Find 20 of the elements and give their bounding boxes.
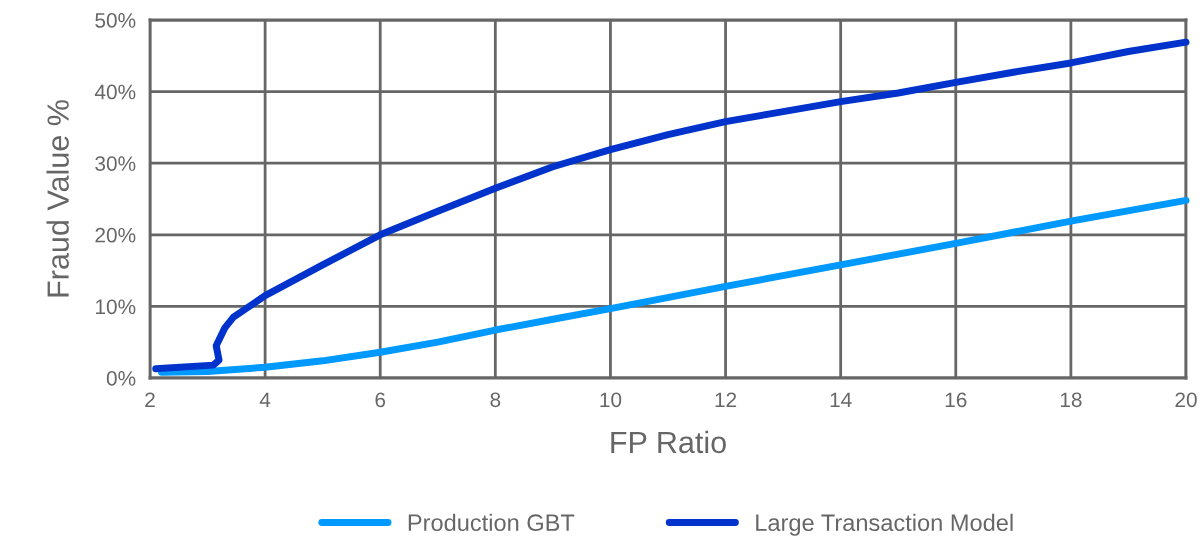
- legend-label: Production GBT: [408, 513, 575, 532]
- x-tick-label: 20: [1175, 392, 1197, 408]
- y-tick-label: 10%: [96, 299, 136, 315]
- x-tick-label: 10: [600, 392, 622, 408]
- x-tick-label: 4: [259, 392, 271, 407]
- x-tick-label: 16: [945, 392, 967, 408]
- x-tick-label: 8: [490, 392, 501, 408]
- y-tick-label: 30%: [95, 156, 136, 171]
- y-tick-label: 20%: [95, 227, 136, 243]
- y-tick-label: 40%: [94, 84, 136, 100]
- y-tick-label: 0%: [106, 371, 136, 386]
- legend-label: Large Transaction Model: [756, 513, 1013, 536]
- x-axis-title: FP Ratio: [611, 430, 726, 454]
- y-axis-title: Fraud Value %: [46, 100, 69, 297]
- x-tick-label: 18: [1060, 392, 1082, 408]
- x-tick-label: 6: [375, 392, 386, 408]
- x-tick-label: 14: [830, 392, 852, 407]
- y-tick-label: 50%: [95, 13, 136, 28]
- x-tick-label: 12: [715, 392, 737, 407]
- x-tick-label: 2: [145, 392, 155, 407]
